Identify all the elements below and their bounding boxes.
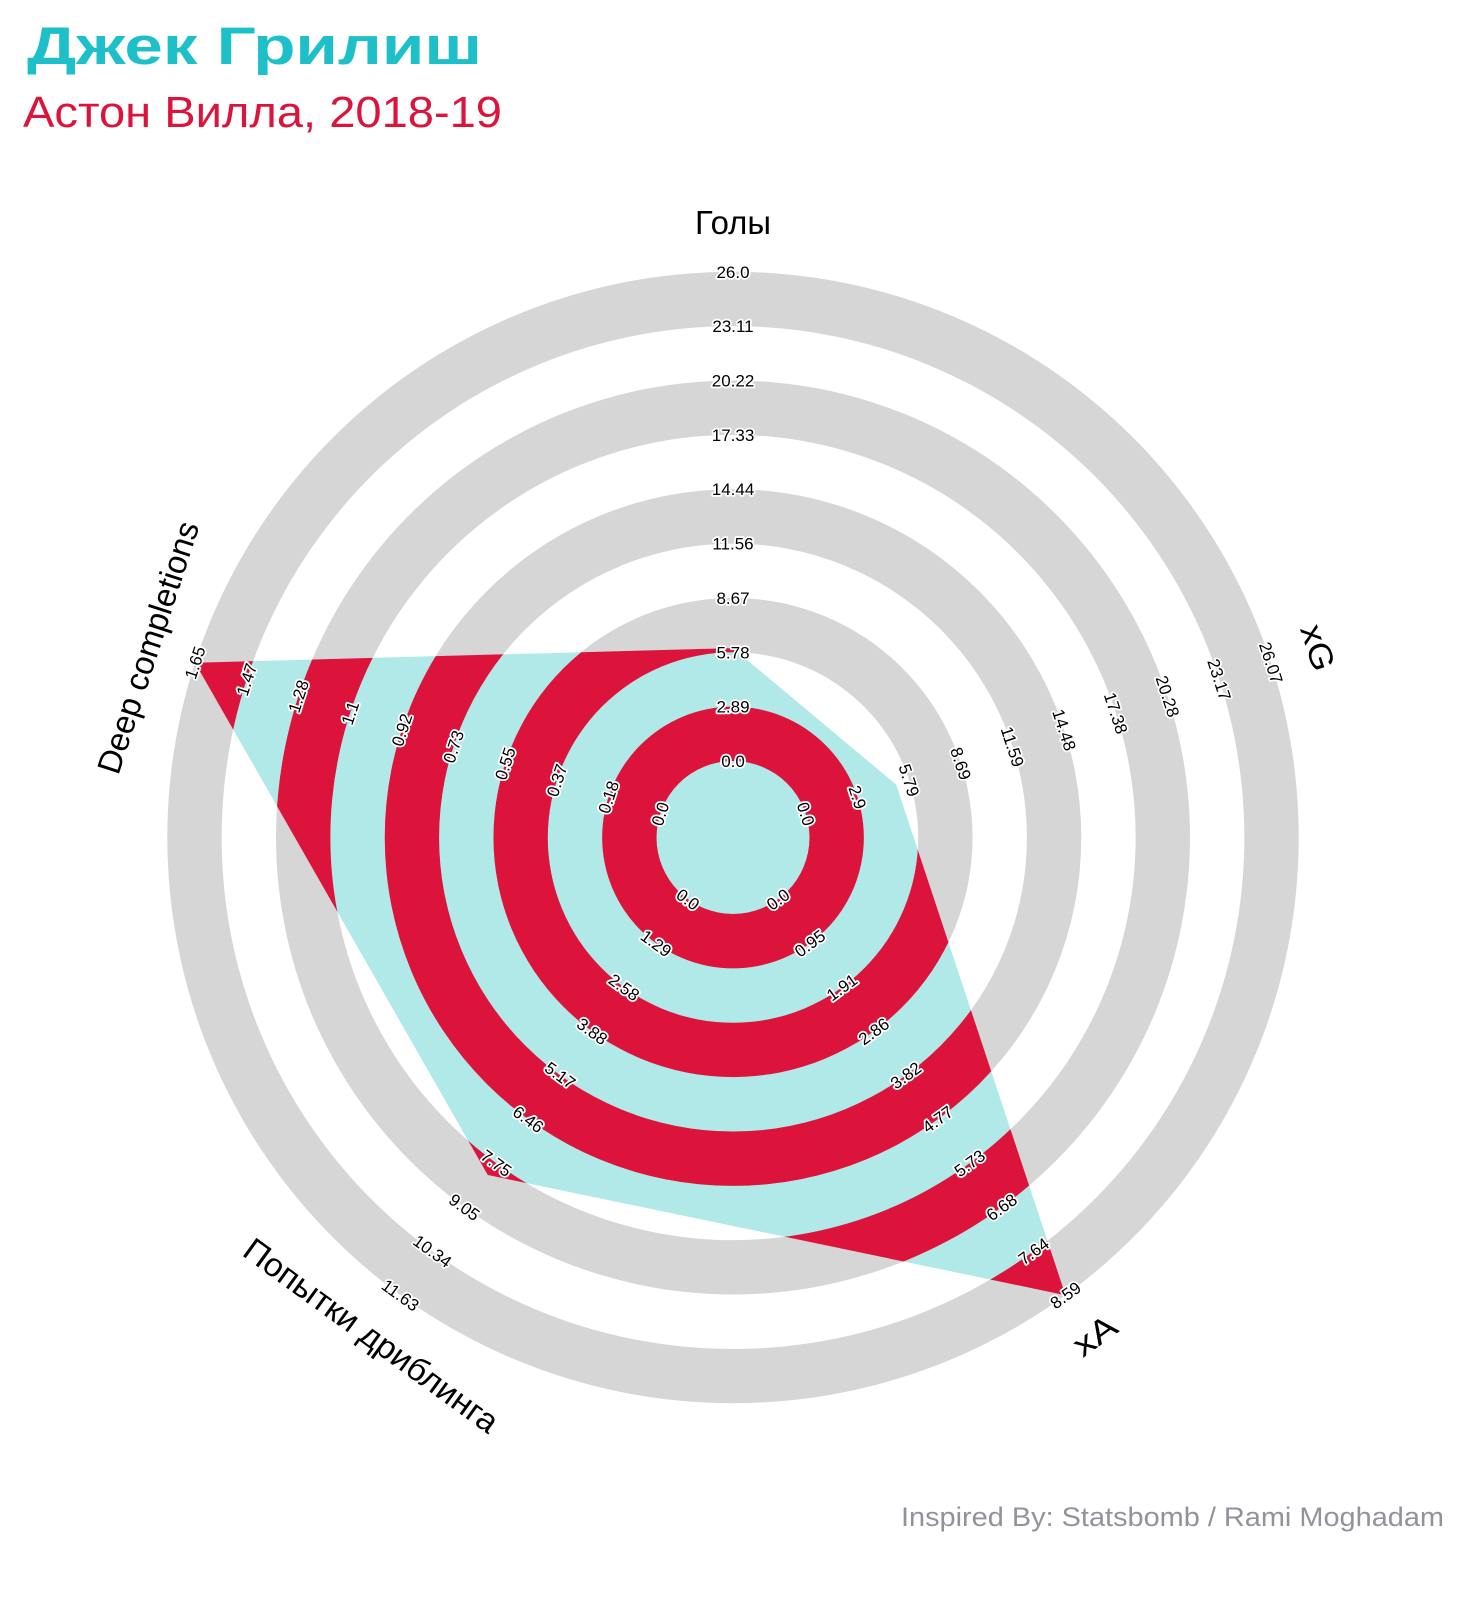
- svg-text:5.78: 5.78: [716, 643, 749, 662]
- svg-text:2.89: 2.89: [716, 698, 749, 717]
- svg-text:11.56: 11.56: [712, 535, 753, 554]
- svg-text:20.22: 20.22: [712, 371, 755, 390]
- svg-text:14.44: 14.44: [712, 480, 755, 499]
- svg-text:Астон Вилла, 2018-19: Астон Вилла, 2018-19: [23, 89, 502, 137]
- svg-text:17.33: 17.33: [712, 426, 755, 445]
- svg-text:Inspired By: Statsbomb / Rami: Inspired By: Statsbomb / Rami Moghadam: [901, 1502, 1444, 1532]
- svg-text:Джек Грилиш: Джек Грилиш: [27, 17, 482, 76]
- svg-text:8.67: 8.67: [716, 589, 749, 608]
- svg-text:0.0: 0.0: [721, 752, 745, 771]
- svg-text:23.11: 23.11: [712, 317, 753, 336]
- svg-text:26.0: 26.0: [716, 263, 749, 282]
- svg-text:Голы: Голы: [695, 204, 771, 241]
